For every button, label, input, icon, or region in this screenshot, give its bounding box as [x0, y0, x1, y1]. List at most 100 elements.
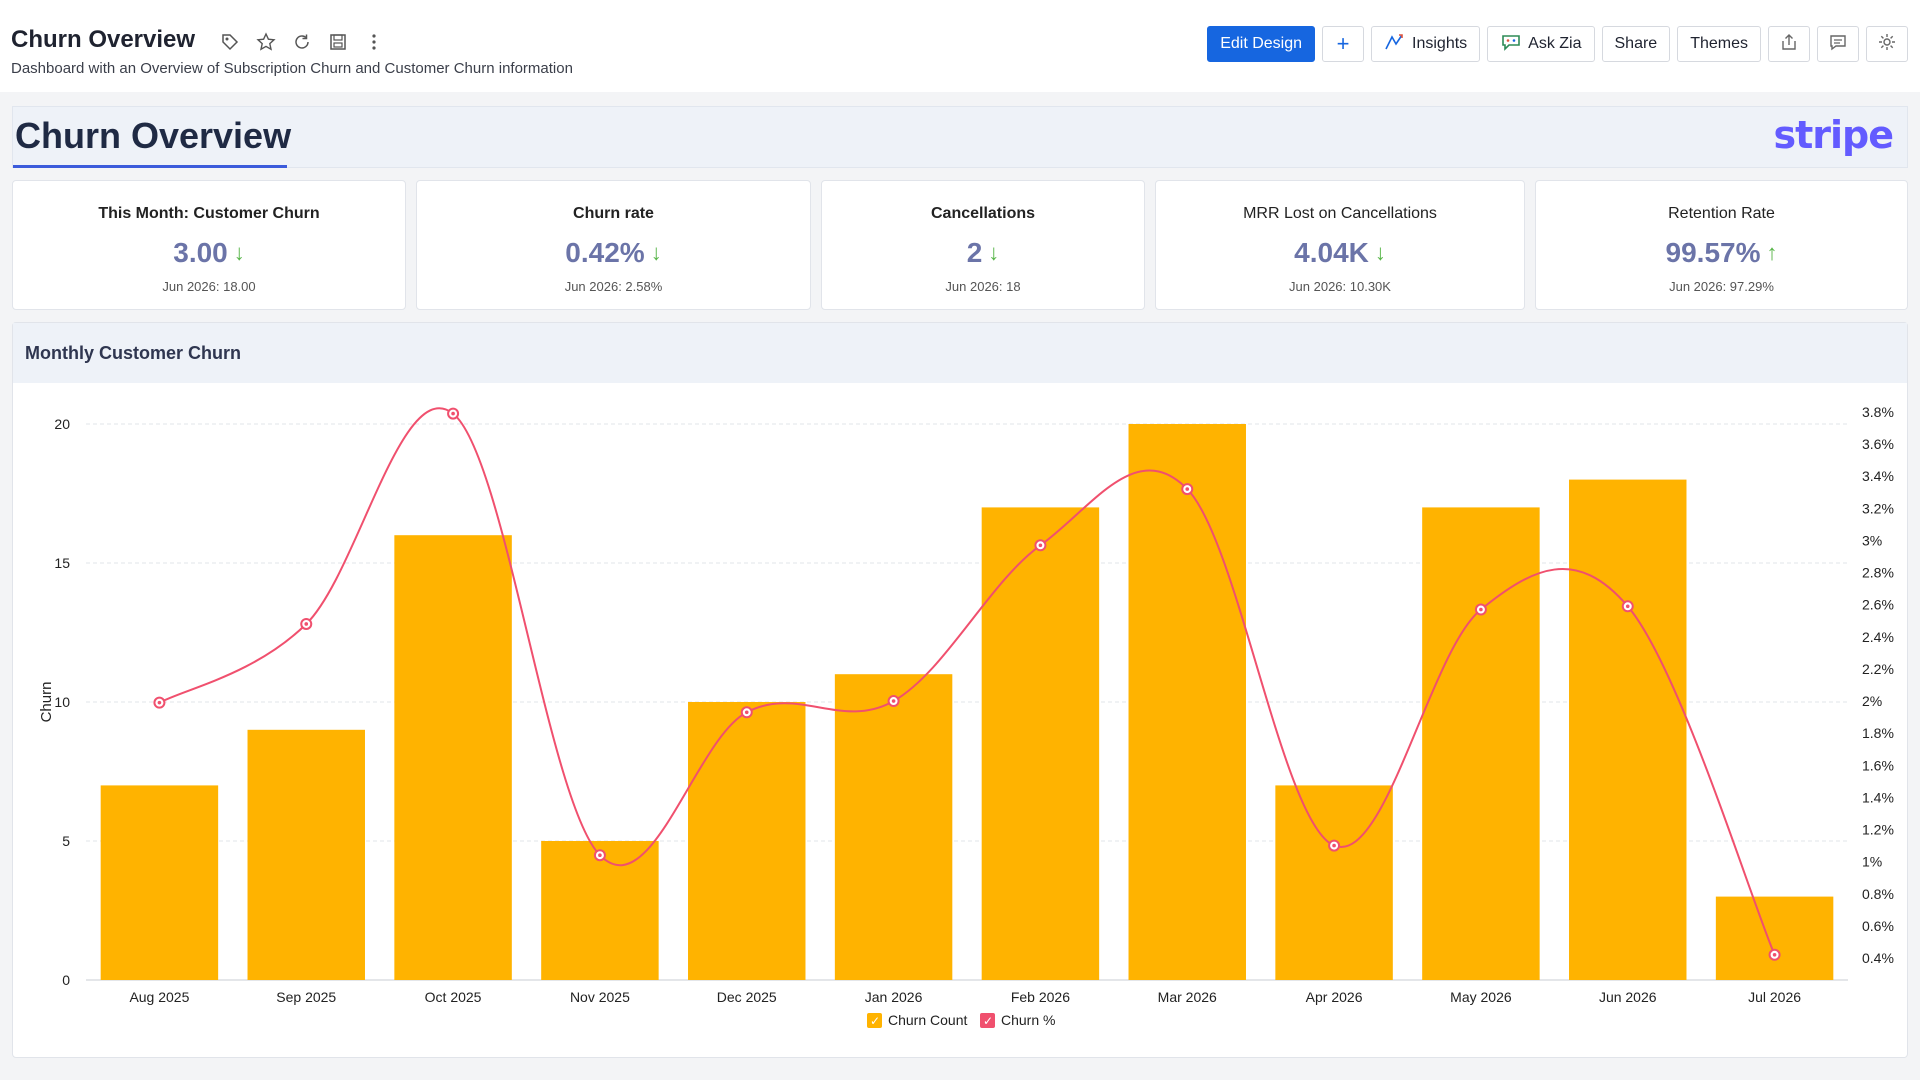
bar-churn-count [247, 729, 365, 980]
kpi-label: MRR Lost on Cancellations [1243, 205, 1437, 222]
insights-button[interactable]: Insights [1371, 26, 1481, 62]
point-churn-percent-dot [1038, 543, 1043, 548]
stripe-logo: stripe [1773, 113, 1894, 157]
checkmark-icon: ✓ [870, 1014, 880, 1028]
x-tick-label: Jun 2026 [1599, 989, 1657, 1005]
top-bar: Churn Overview Dashboard with an Overvie… [0, 0, 1920, 92]
bar-churn-count [688, 702, 806, 980]
ask-zia-label: Ask Zia [1528, 35, 1582, 52]
legend-swatch-churn-percent [980, 1013, 995, 1028]
add-button[interactable]: + [1322, 26, 1365, 62]
kpi-card-customer-churn[interactable]: This Month: Customer Churn 3.00 ↓ Jun 20… [12, 180, 406, 310]
themes-button[interactable]: Themes [1677, 26, 1761, 62]
star-icon[interactable] [254, 30, 278, 54]
insights-icon [1384, 32, 1406, 57]
bar-churn-count [1275, 785, 1393, 980]
legend-label-churn-count: Churn Count [888, 1012, 967, 1028]
point-churn-percent-dot [157, 700, 162, 705]
bar-churn-count [834, 674, 953, 980]
y-tick-label: 15 [54, 555, 70, 571]
kpi-comparison: Jun 2026: 2.58% [564, 279, 663, 294]
x-tick-label: May 2026 [1450, 989, 1512, 1005]
dashboard-header: Churn Overview stripe [12, 106, 1908, 168]
point-churn-percent-dot [1772, 952, 1777, 957]
bar-churn-count [1422, 507, 1540, 980]
y2-tick-label: 2.6% [1862, 597, 1894, 613]
arrow-up-icon: ↑ [1766, 240, 1778, 265]
point-churn-percent-dot [1479, 607, 1483, 612]
x-tick-label: Nov 2025 [570, 989, 630, 1005]
y2-tick-label: 1.4% [1862, 789, 1894, 805]
ask-zia-button[interactable]: Ask Zia [1487, 26, 1595, 62]
bar-churn-count [981, 507, 1100, 980]
page-title: Churn Overview [11, 26, 196, 53]
bar-churn-count [394, 535, 512, 980]
kpi-value: 3.00 ↓ [13, 237, 405, 269]
arrow-down-icon: ↓ [650, 240, 662, 265]
zia-icon [1500, 32, 1522, 57]
x-tick-label: Sep 2025 [276, 989, 336, 1005]
y2-tick-label: 2.8% [1862, 565, 1894, 581]
tag-icon[interactable] [218, 30, 242, 54]
point-churn-percent-dot [891, 699, 896, 703]
arrow-down-icon: ↓ [988, 240, 1000, 265]
legend-swatch-churn-count [867, 1013, 882, 1028]
point-churn-percent-dot [451, 411, 455, 416]
y2-tick-label: 2% [1862, 693, 1882, 709]
toolbar: Edit Design + Insights Ask Zia Share The… [1207, 26, 1908, 62]
x-tick-label: Feb 2026 [1011, 989, 1070, 1005]
kpi-label: This Month: Customer Churn [98, 205, 320, 222]
share-button[interactable]: Share [1601, 26, 1671, 62]
y2-tick-label: 0.8% [1862, 886, 1894, 902]
y2-tick-label: 1.2% [1862, 822, 1894, 838]
settings-button[interactable] [1866, 26, 1908, 62]
kpi-card-churn-rate[interactable]: Churn rate 0.42% ↓ Jun 2026: 2.58% [416, 180, 811, 310]
point-churn-percent-dot [744, 710, 749, 715]
y2-tick-label: 1.8% [1862, 725, 1894, 741]
kpi-value: 2 ↓ [822, 237, 1144, 269]
y2-tick-label: 1.6% [1862, 757, 1894, 773]
y2-tick-label: 1% [1862, 854, 1882, 870]
bar-churn-count [100, 785, 219, 980]
kpi-card-retention-rate[interactable]: Retention Rate 99.57% ↑ Jun 2026: 97.29% [1535, 180, 1908, 310]
y2-tick-label: 3.2% [1862, 500, 1894, 516]
y-tick-label: 10 [54, 694, 70, 710]
kpi-comparison: Jun 2026: 97.29% [1669, 279, 1774, 294]
kpi-comparison: Jun 2026: 18 [945, 279, 1021, 294]
kpi-value: 4.04K ↓ [1156, 237, 1524, 269]
point-churn-percent-dot [1185, 487, 1190, 491]
edit-design-button[interactable]: Edit Design [1207, 26, 1316, 62]
comments-button[interactable] [1817, 26, 1859, 62]
chart-title: Monthly Customer Churn [25, 343, 241, 363]
dashboard-title: Churn Overview [15, 115, 292, 156]
kpi-label: Churn rate [573, 205, 654, 222]
y2-tick-label: 3.4% [1862, 468, 1894, 484]
x-tick-label: Apr 2026 [1306, 989, 1363, 1005]
x-tick-label: Jul 2026 [1748, 989, 1801, 1005]
kpi-comparison: Jun 2026: 10.30K [1289, 279, 1391, 294]
chart-panel-header: Monthly Customer Churn [13, 323, 1907, 383]
y2-tick-label: 3.6% [1862, 436, 1894, 452]
refresh-icon[interactable] [290, 30, 314, 54]
kpi-card-cancellations[interactable]: Cancellations 2 ↓ Jun 2026: 18 [821, 180, 1145, 310]
x-tick-label: Mar 2026 [1158, 989, 1217, 1005]
bar-churn-count [1128, 424, 1246, 980]
checkmark-icon: ✓ [983, 1014, 993, 1028]
export-button[interactable] [1768, 26, 1810, 62]
arrow-down-icon: ↓ [233, 240, 245, 265]
x-tick-label: Dec 2025 [717, 989, 777, 1005]
kpi-value-text: 4.04K [1294, 237, 1369, 268]
y-tick-label: 0 [62, 972, 70, 988]
save-icon[interactable] [326, 30, 350, 54]
kpi-card-mrr-lost[interactable]: MRR Lost on Cancellations 4.04K ↓ Jun 20… [1155, 180, 1525, 310]
dashboard-title-underline [13, 165, 287, 168]
kpi-value-text: 99.57% [1665, 237, 1761, 268]
legend-label-churn-percent: Churn % [1001, 1012, 1055, 1028]
y2-tick-label: 0.6% [1862, 918, 1894, 934]
kpi-value-text: 0.42% [565, 237, 645, 268]
export-icon [1779, 32, 1799, 57]
kpi-value-text: 2 [966, 237, 983, 268]
kpi-comparison: Jun 2026: 18.00 [162, 279, 256, 294]
more-vertical-icon[interactable] [362, 30, 386, 54]
point-churn-percent-dot [598, 853, 602, 858]
